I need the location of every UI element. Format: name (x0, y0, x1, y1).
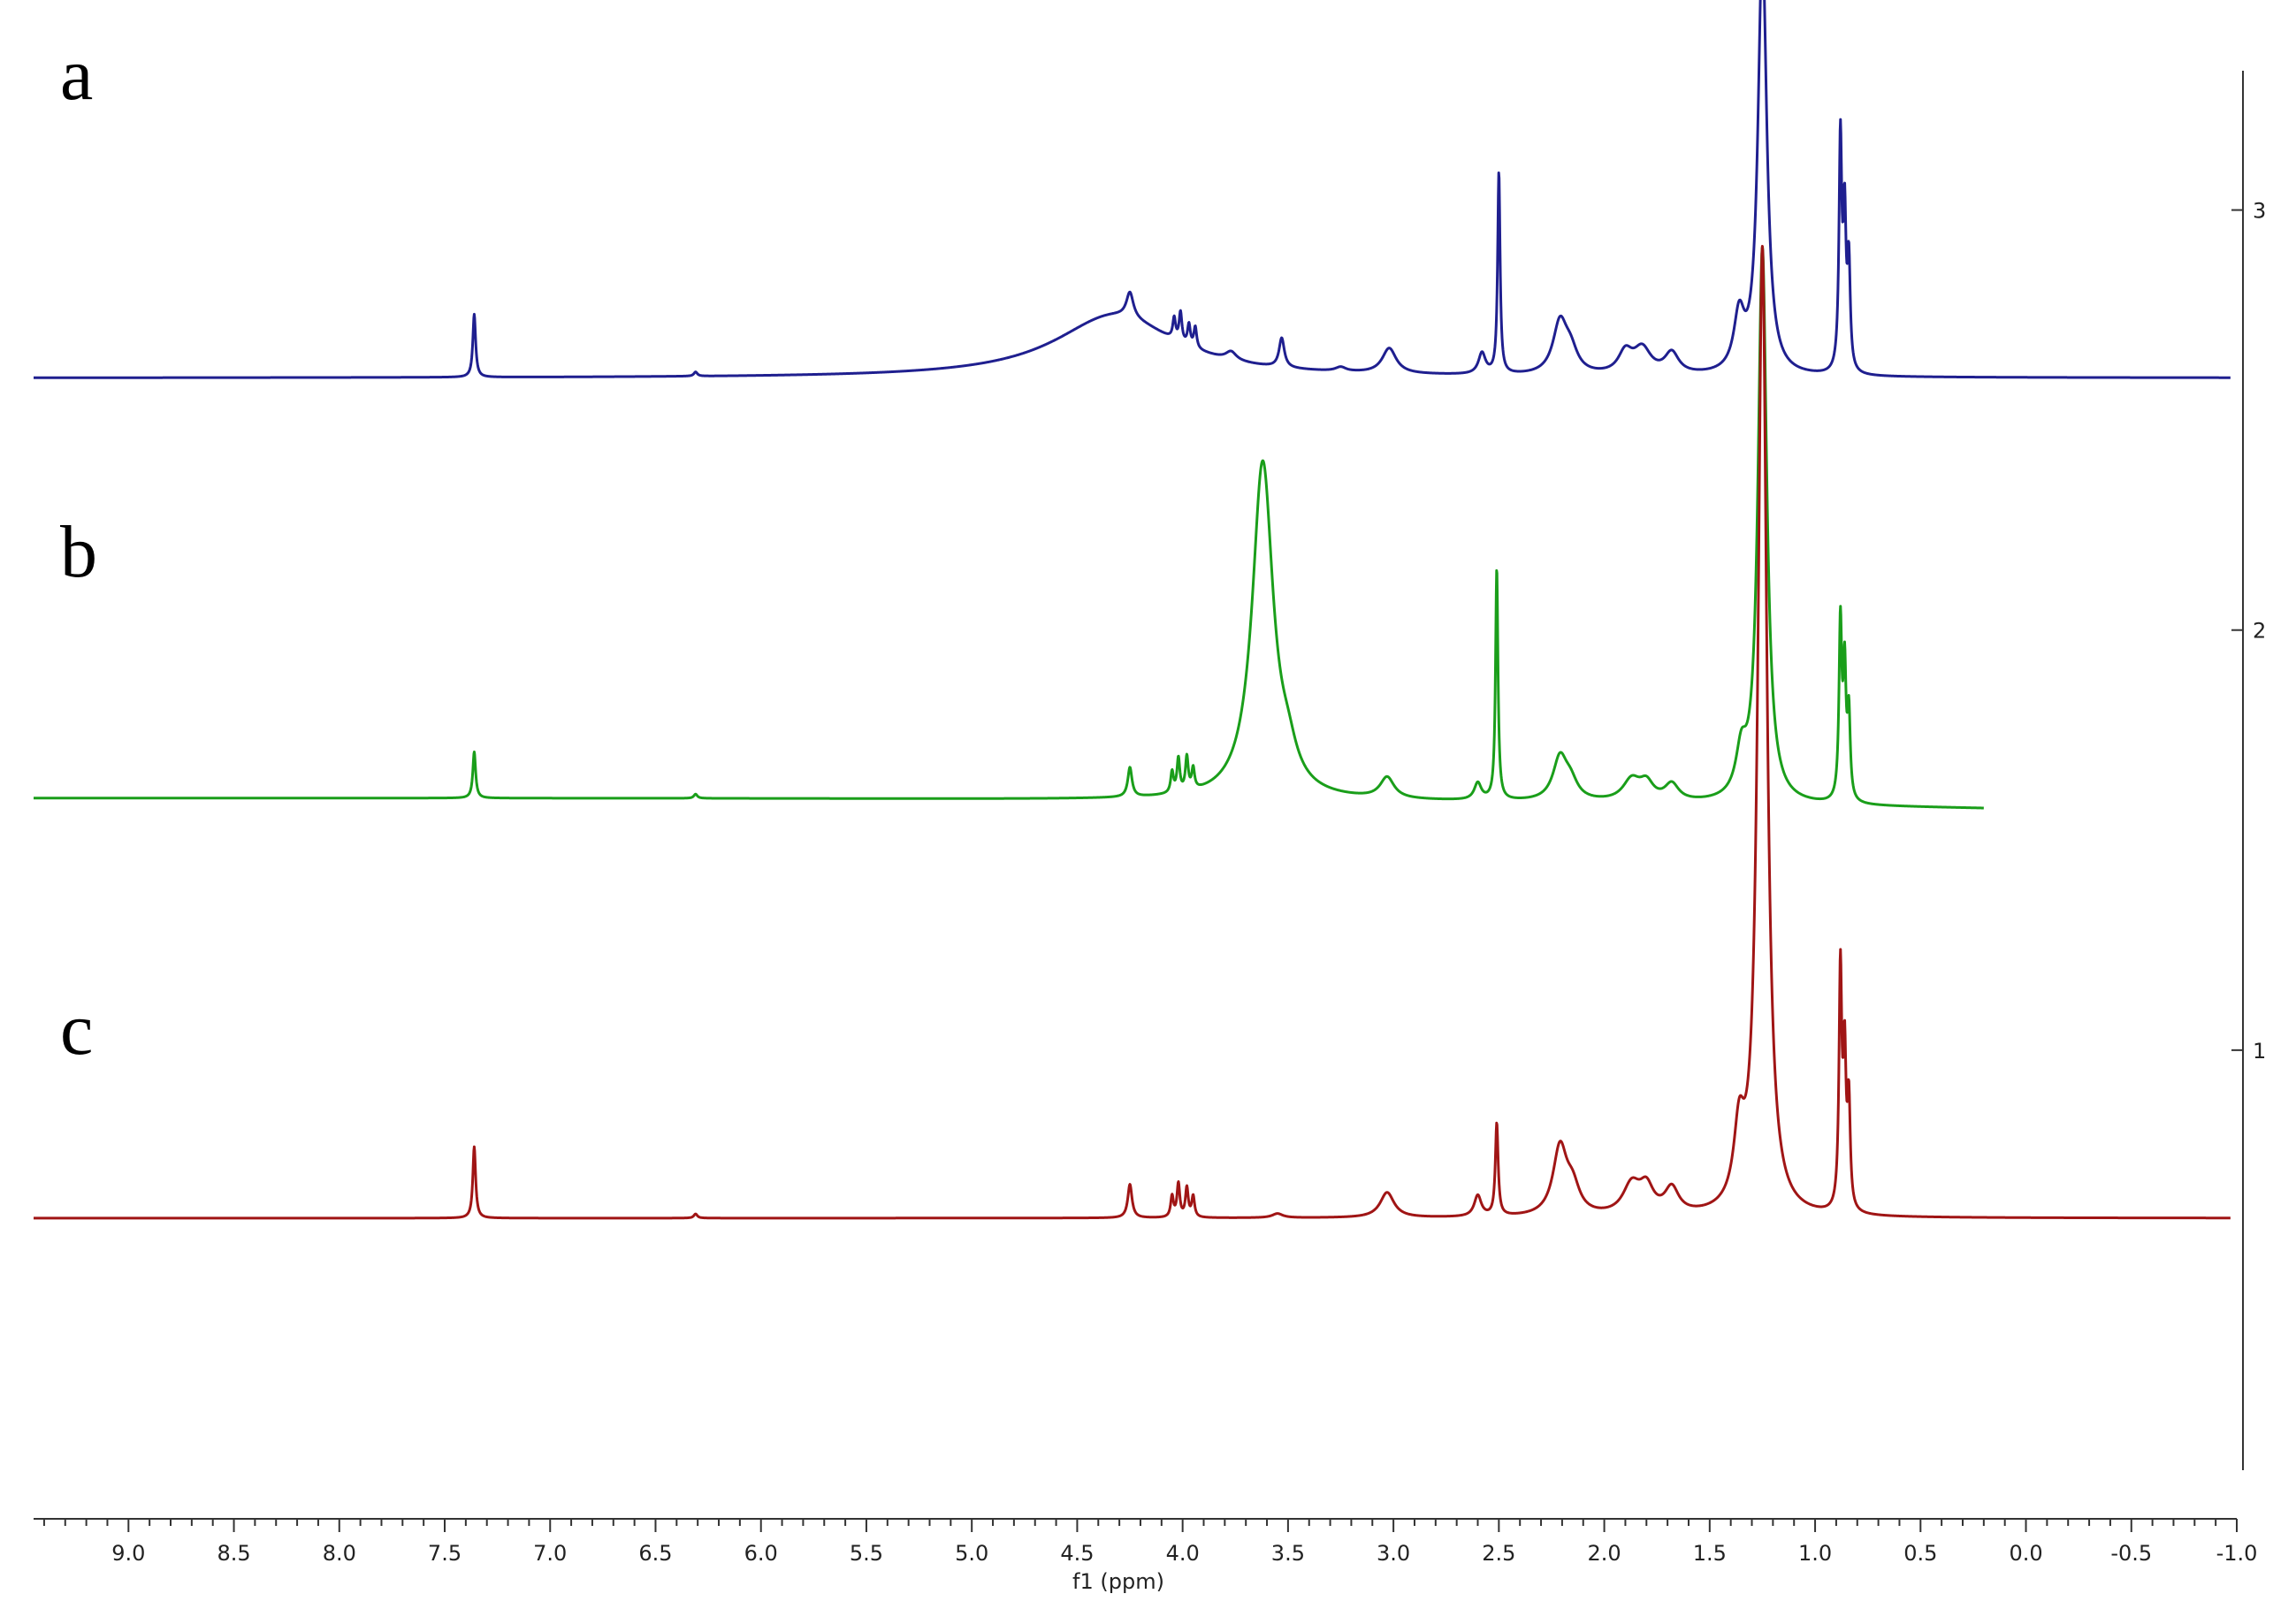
spectrum-trace-a (32, 0, 2231, 379)
x-tick-label: 5.0 (955, 1541, 988, 1566)
x-tick-label: -1.0 (2216, 1541, 2258, 1566)
x-tick-label: 8.5 (217, 1541, 250, 1566)
y-tick-label: 3 (2253, 199, 2266, 224)
x-tick-label: 7.0 (533, 1541, 567, 1566)
x-tick-label: 9.0 (111, 1541, 145, 1566)
x-axis-ticks: 9.0 8.5 8.0 7.5 7.0 6.5 6.0 5.5 5.0 4.5 4.0 3.5 3.0 2… (42, 1519, 2258, 1566)
y-axis-ticks: 1 2 3 (2231, 199, 2266, 1064)
x-tick-label: 3.0 (1377, 1541, 1410, 1566)
panel-label-a: a (60, 34, 93, 116)
x-tick-label: 1.5 (1693, 1541, 1727, 1566)
x-tick-label: 2.0 (1588, 1541, 1621, 1566)
x-tick-label: 6.0 (744, 1541, 778, 1566)
x-tick-label: 2.5 (1482, 1541, 1515, 1566)
x-tick-label: -0.5 (2110, 1541, 2152, 1566)
x-tick-label: 4.5 (1060, 1541, 1094, 1566)
x-tick-label: 7.5 (428, 1541, 461, 1566)
x-tick-label: 5.5 (850, 1541, 883, 1566)
panel-label-c: c (60, 988, 93, 1071)
spectrum-trace-b (32, 245, 1985, 810)
spectrum-traces (32, 0, 2231, 1220)
panel-label-b: b (60, 511, 97, 593)
x-tick-label: 3.5 (1271, 1541, 1305, 1566)
x-tick-label: 6.5 (638, 1541, 672, 1566)
y-tick-label: 1 (2253, 1039, 2266, 1064)
y-tick-label: 2 (2253, 619, 2266, 644)
x-tick-label: 0.0 (2009, 1541, 2042, 1566)
x-tick-label: 4.0 (1166, 1541, 1200, 1566)
x-tick-label: 8.0 (323, 1541, 356, 1566)
x-tick-label: 1.0 (1798, 1541, 1832, 1566)
x-tick-label: 0.5 (1903, 1541, 1937, 1566)
spectrum-trace-c (32, 245, 2231, 1220)
x-axis-title: f1 (ppm) (1072, 1569, 1164, 1594)
